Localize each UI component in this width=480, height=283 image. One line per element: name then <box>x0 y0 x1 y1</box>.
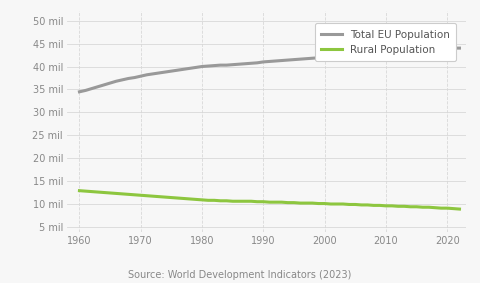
Rural Population <box>181 197 187 200</box>
Rural Population <box>266 200 272 204</box>
Total EU Population <box>456 46 462 50</box>
Total EU Population <box>432 46 438 50</box>
Legend: Total EU Population, Rural Population: Total EU Population, Rural Population <box>315 23 456 61</box>
Total EU Population <box>340 54 346 58</box>
Rural Population <box>450 207 456 210</box>
Line: Total EU Population: Total EU Population <box>80 48 459 92</box>
Text: Source: World Development Indicators (2023): Source: World Development Indicators (20… <box>128 270 352 280</box>
Rural Population <box>254 200 260 203</box>
Total EU Population <box>450 46 456 50</box>
Rural Population <box>193 198 199 201</box>
Total EU Population <box>193 66 199 69</box>
Rural Population <box>340 202 346 206</box>
Line: Rural Population: Rural Population <box>80 191 459 209</box>
Rural Population <box>456 207 462 211</box>
Rural Population <box>77 189 83 192</box>
Total EU Population <box>181 68 187 71</box>
Total EU Population <box>254 61 260 65</box>
Total EU Population <box>77 90 83 93</box>
Total EU Population <box>266 60 272 63</box>
